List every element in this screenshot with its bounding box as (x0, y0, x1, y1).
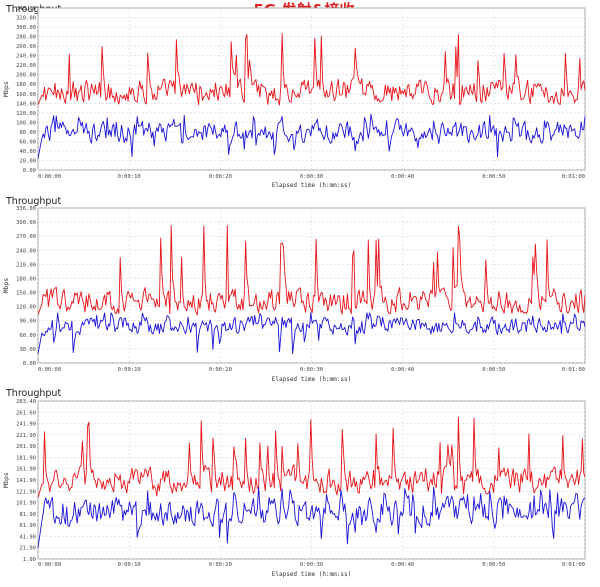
x-tick-label: 0:00:00 (38, 562, 61, 568)
y-tick-label: 20.00 (19, 158, 36, 164)
y-tick-label: 60.00 (19, 139, 36, 145)
y-tick-label: 260.00 (16, 44, 36, 50)
series-line-transmit (37, 225, 586, 316)
y-tick-label: 210.00 (16, 262, 36, 268)
y-tick-label: 348.00 (16, 6, 36, 12)
panel-title: Throughput (5, 4, 61, 15)
y-axis-label: Mbps (2, 278, 10, 294)
x-tick-label: 0:00:20 (209, 367, 232, 373)
x-tick-label: 0:00:30 (300, 174, 323, 180)
y-tick-label: 120.00 (16, 305, 36, 311)
y-tick-label: 221.90 (16, 433, 36, 439)
series-line-receive (37, 113, 586, 159)
y-tick-label: 150.00 (16, 291, 36, 297)
x-tick-label: 0:00:00 (38, 174, 61, 180)
x-axis-label: Elapsed time (h:mm:ss) (272, 571, 351, 578)
chart-panel-0: Throughput0堵墙Mbps348.00320.00300.00280.0… (2, 4, 586, 189)
x-tick-label: 0:00:50 (482, 367, 505, 373)
y-tick-label: 141.90 (16, 478, 36, 484)
y-tick-label: 336.00 (16, 206, 36, 212)
series-line-transmit (37, 416, 586, 498)
x-tick-label: 0:00:40 (391, 174, 414, 180)
y-tick-label: 180.00 (16, 82, 36, 88)
y-axis-label: Mbps (2, 472, 10, 488)
x-tick-label: 0:00:40 (391, 562, 414, 568)
y-tick-label: 280.00 (16, 35, 36, 41)
y-tick-label: 240.00 (16, 248, 36, 254)
y-tick-label: 240.00 (16, 54, 36, 60)
y-tick-label: 320.00 (16, 16, 36, 22)
y-tick-label: 220.00 (16, 63, 36, 69)
x-tick-label: 0:00:30 (300, 562, 323, 568)
y-tick-label: 90.00 (19, 319, 36, 325)
y-tick-label: 283.40 (16, 399, 36, 405)
y-tick-label: 201.90 (16, 444, 36, 450)
y-tick-label: 60.00 (19, 333, 36, 339)
x-axis-label: Elapsed time (h:mm:ss) (272, 376, 351, 383)
chart-panel-1: Throughput1堵墙Mbps336.00300.00270.00240.0… (2, 196, 586, 383)
x-tick-label: 0:00:50 (482, 174, 505, 180)
x-tick-label: 0:00:30 (300, 367, 323, 373)
y-tick-label: 161.90 (16, 467, 36, 473)
x-tick-label: 0:00:10 (118, 562, 141, 568)
y-tick-label: 0.00 (23, 168, 36, 174)
y-tick-label: 160.00 (16, 92, 36, 98)
y-tick-label: 261.60 (16, 410, 36, 416)
x-tick-label: 0:01:00 (562, 174, 585, 180)
y-tick-label: 300.00 (16, 25, 36, 31)
y-tick-label: 100.00 (16, 120, 36, 126)
y-tick-label: 181.90 (16, 455, 36, 461)
series-line-receive (37, 486, 586, 548)
x-tick-label: 0:00:10 (118, 367, 141, 373)
chart-panel-2: Throughput2堵墙Mbps283.40261.60241.90221.9… (2, 388, 586, 578)
y-tick-label: 121.90 (16, 489, 36, 495)
y-tick-label: 120.00 (16, 111, 36, 117)
y-tick-label: 180.00 (16, 276, 36, 282)
y-tick-label: 30.00 (19, 347, 36, 353)
x-tick-label: 0:00:50 (482, 562, 505, 568)
panel-title: Throughput (5, 388, 61, 399)
y-tick-label: 101.90 (16, 501, 36, 507)
y-tick-label: 40.00 (19, 149, 36, 155)
x-tick-label: 0:01:00 (562, 367, 585, 373)
y-axis-label: Mbps (2, 81, 10, 97)
y-tick-label: 80.00 (19, 130, 36, 136)
y-tick-label: 81.90 (19, 512, 36, 518)
x-tick-label: 0:00:20 (209, 562, 232, 568)
y-tick-label: 140.00 (16, 101, 36, 107)
x-tick-label: 0:00:20 (209, 174, 232, 180)
y-tick-label: 21.90 (19, 546, 36, 552)
y-tick-label: 270.00 (16, 234, 36, 240)
series-line-receive (37, 312, 586, 355)
y-tick-label: 200.00 (16, 73, 36, 79)
y-tick-label: 1.90 (23, 557, 36, 563)
x-tick-label: 0:00:40 (391, 367, 414, 373)
y-tick-label: 300.00 (16, 220, 36, 226)
x-tick-label: 0:01:00 (562, 562, 585, 568)
y-tick-label: 241.90 (16, 422, 36, 428)
x-tick-label: 0:00:10 (118, 174, 141, 180)
series-line-transmit (37, 33, 586, 106)
y-tick-label: 61.90 (19, 523, 36, 529)
panel-title: Throughput (5, 196, 61, 207)
y-tick-label: 41.90 (19, 534, 36, 540)
x-tick-label: 0:00:00 (38, 367, 61, 373)
y-tick-label: 0.00 (23, 361, 36, 367)
x-axis-label: Elapsed time (h:mm:ss) (272, 182, 351, 189)
